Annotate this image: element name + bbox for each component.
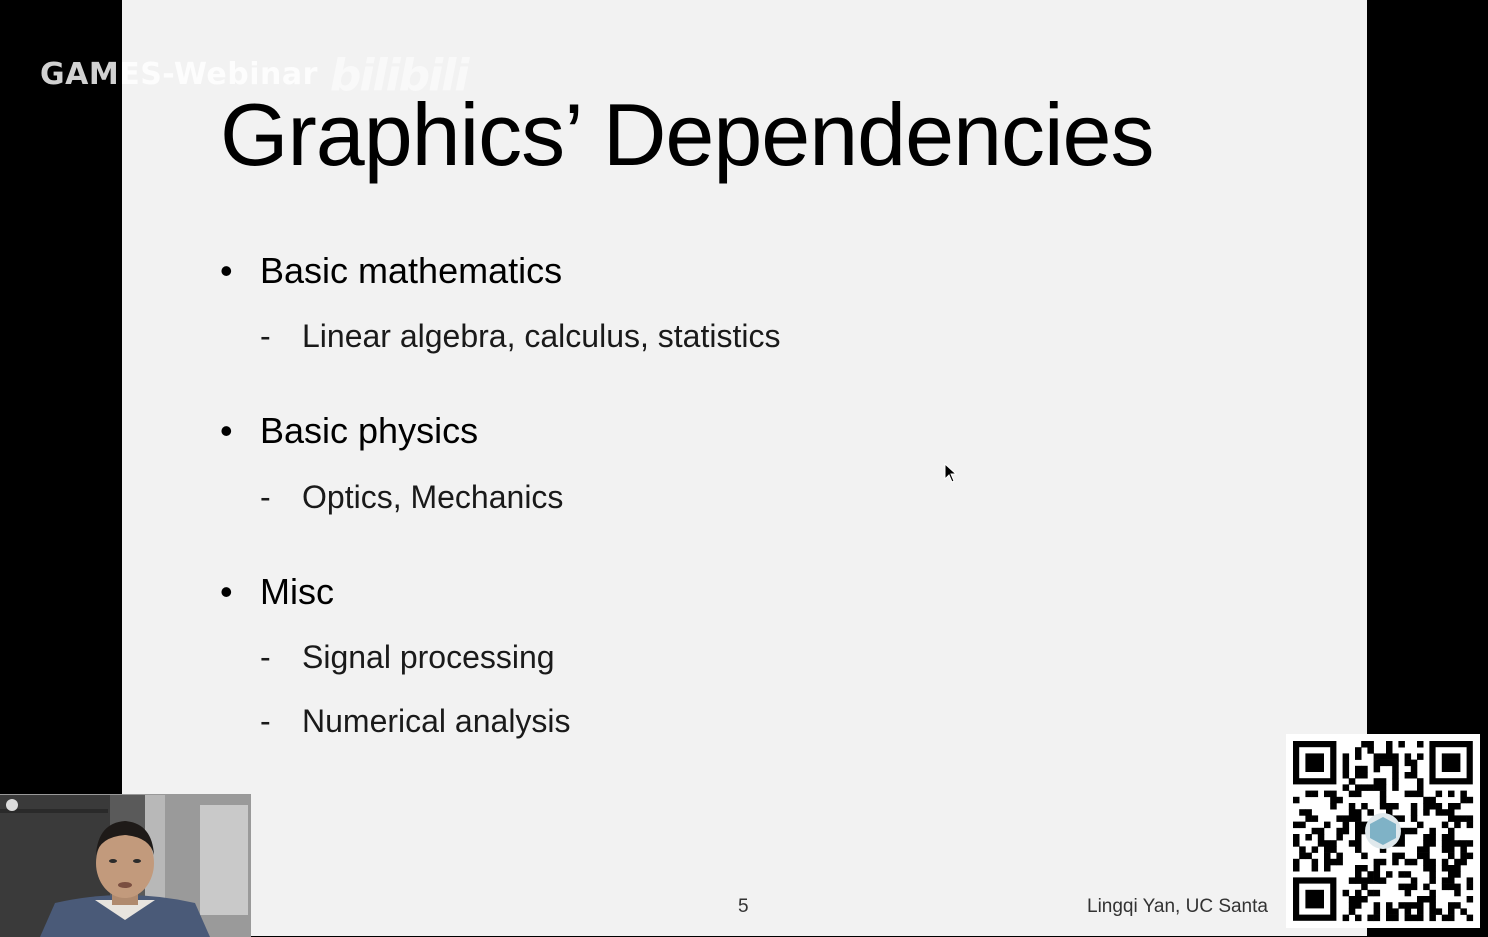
sub-dash: - [260, 479, 271, 515]
presenter-webcam [0, 794, 251, 937]
mouse-pointer-icon [944, 463, 958, 483]
sub-bullet-numerical-analysis: - Numerical analysis [260, 703, 571, 740]
slide-title: Graphics’ Dependencies [220, 85, 1154, 184]
bullet-label: Basic mathematics [260, 250, 563, 291]
sub-label: Linear algebra, calculus, statistics [302, 318, 781, 354]
bullet-dot: • [220, 410, 233, 451]
qr-code-icon [1286, 734, 1480, 928]
sub-dash: - [260, 639, 271, 675]
sub-dash: - [260, 703, 271, 739]
sub-bullet-signal-processing: - Signal processing [260, 639, 555, 676]
bilibili-logo: bilibili [329, 50, 469, 101]
sub-dash: - [260, 318, 271, 354]
bullet-label: Misc [260, 571, 334, 612]
bullet-label: Basic physics [260, 410, 479, 451]
slide-footer-author: Lingqi Yan, UC Santa [1087, 896, 1268, 917]
sub-bullet-optics: - Optics, Mechanics [260, 479, 563, 516]
bullet-basic-mathematics: • Basic mathematics [220, 250, 562, 292]
games-webinar-watermark: GAMES-Webinar bilibili [40, 44, 469, 101]
sub-bullet-linear-algebra: - Linear algebra, calculus, statistics [260, 318, 780, 355]
qr-code-graphic [1293, 741, 1474, 922]
sub-label: Numerical analysis [302, 703, 571, 739]
bullet-basic-physics: • Basic physics [220, 410, 478, 452]
bullet-misc: • Misc [220, 571, 334, 613]
watermark-text: GAMES-Webinar [40, 57, 318, 92]
bullet-dot: • [220, 571, 233, 612]
sub-label: Signal processing [302, 639, 555, 675]
bullet-dot: • [220, 250, 233, 291]
sub-label: Optics, Mechanics [302, 479, 564, 515]
slide-page-number: 5 [738, 896, 749, 917]
slide [122, 0, 1367, 936]
presenter-video-frame [0, 795, 251, 937]
